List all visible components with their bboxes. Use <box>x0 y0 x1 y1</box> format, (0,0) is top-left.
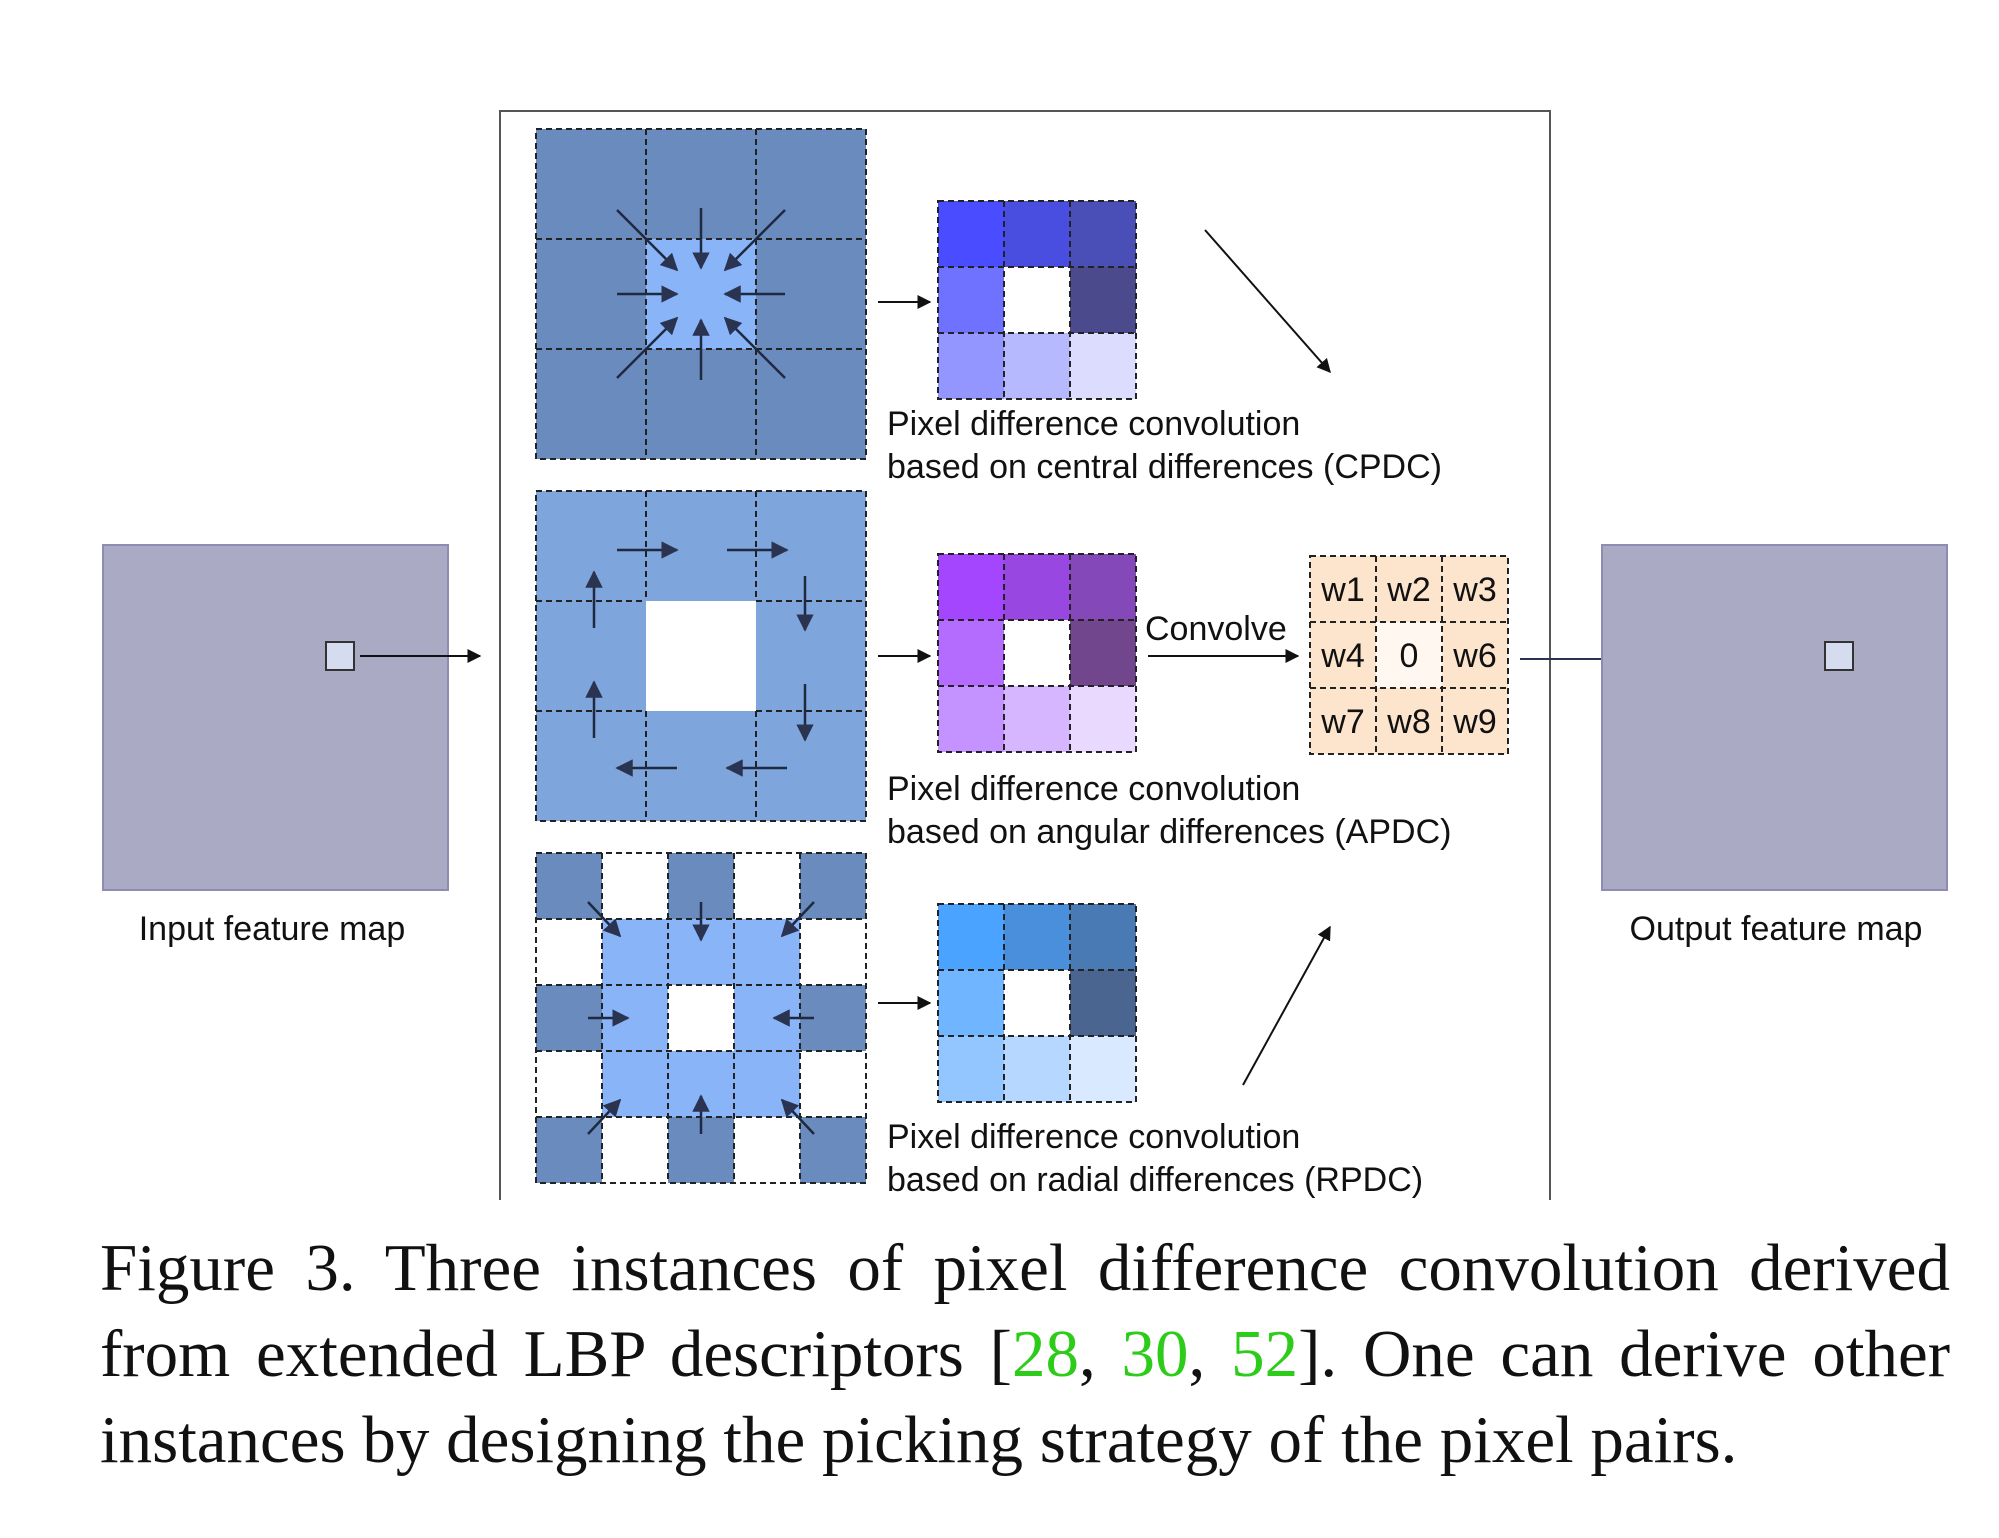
caption-text-after: ]. One can derive other instances by des… <box>100 1317 1951 1477</box>
cpdc-block: Pixel difference convolution based on ce… <box>535 128 1442 486</box>
rpdc-kernel-cell <box>1070 1036 1136 1102</box>
cpdc-label-line1: Pixel difference convolution <box>887 405 1300 443</box>
cpdc-kernel-cell <box>1070 333 1136 399</box>
weight-cell <box>1376 622 1442 688</box>
apdc-kernel-cell <box>1004 554 1070 620</box>
rpdc-kernel <box>937 903 1137 1103</box>
weight-label: w7 <box>1320 703 1364 741</box>
apdc-kernel <box>937 553 1137 753</box>
apdc-kernel-cell <box>1070 686 1136 752</box>
cpdc-to-weights-arrow <box>1204 229 1331 374</box>
rpdc-outer-cells <box>536 853 866 1183</box>
cpdc-kernel-cell <box>1004 267 1070 333</box>
pdc-box <box>499 110 1551 1200</box>
input-map-square <box>102 544 449 891</box>
figure-caption: Figure 3. Three instances of pixel diffe… <box>100 1225 1950 1483</box>
apdc-label-line2: based on angular differences (APDC) <box>887 813 1451 851</box>
output-label: Output feature map <box>1630 910 1923 948</box>
cpdc-kernel-cell <box>938 201 1004 267</box>
weight-cell <box>1310 556 1376 622</box>
rpdc-center-cell <box>668 985 734 1051</box>
apdc-kernel-cell <box>1004 620 1070 686</box>
pdc-diagram: Input feature map <box>102 110 1948 1200</box>
rpdc-kernel-cell <box>1004 904 1070 970</box>
convolve-label: Convolve <box>1145 610 1287 648</box>
caption-text-before: Figure 3. Three instances of pixel diffe… <box>100 1231 1950 1391</box>
rpdc-block: Pixel difference convolution based on ra… <box>535 852 1423 1199</box>
cpdc-kernel-cell <box>938 267 1004 333</box>
apdc-kernel-cell <box>1070 554 1136 620</box>
input-feature-map: Input feature map <box>102 544 482 948</box>
apdc-kernel-cell <box>938 686 1004 752</box>
cpdc-kernel-cell <box>1004 201 1070 267</box>
weight-cell <box>1442 688 1508 754</box>
weight-cell <box>1310 688 1376 754</box>
cpdc-kernel-cell <box>1070 201 1136 267</box>
caption-sep-1: , <box>1078 1317 1122 1391</box>
weight-label: 0 <box>1400 637 1419 675</box>
rpdc-kernel-cell <box>1004 970 1070 1036</box>
output-feature-map: Output feature map <box>1601 544 1948 948</box>
rpdc-kernel-cell <box>1070 904 1136 970</box>
citation-link-28[interactable]: 28 <box>1011 1317 1079 1391</box>
rpdc-kernel-cell <box>938 1036 1004 1102</box>
cpdc-kernel-cell <box>938 333 1004 399</box>
cpdc-kernel-cell <box>1004 333 1070 399</box>
output-pixel-marker <box>1824 641 1854 671</box>
weight-label: w4 <box>1320 637 1364 675</box>
citation-link-52[interactable]: 52 <box>1231 1317 1299 1391</box>
weight-label: w3 <box>1452 571 1496 609</box>
rpdc-pattern-grid <box>535 852 867 1184</box>
apdc-kernel-cell <box>938 620 1004 686</box>
apdc-pattern-grid <box>535 490 867 822</box>
weight-cell <box>1376 556 1442 622</box>
rpdc-kernel-cell <box>938 904 1004 970</box>
caption-sep-2: , <box>1188 1317 1232 1391</box>
weight-cell <box>1310 622 1376 688</box>
weight-cell <box>1442 556 1508 622</box>
weight-cell <box>1442 622 1508 688</box>
weight-label: w6 <box>1452 637 1496 675</box>
weight-matrix: w1 w2 w3 w4 0 w6 w7 w8 w9 <box>1309 555 1509 755</box>
apdc-label-line1: Pixel difference convolution <box>887 770 1300 808</box>
input-label: Input feature map <box>139 910 406 948</box>
apdc-center-cell <box>646 601 756 711</box>
apdc-kernel-cell <box>1004 686 1070 752</box>
rpdc-kernel-cell <box>1070 970 1136 1036</box>
cpdc-kernel-cell <box>1070 267 1136 333</box>
citation-link-30[interactable]: 30 <box>1121 1317 1189 1391</box>
cpdc-kernel <box>937 200 1137 400</box>
rpdc-to-weights-arrow <box>1242 925 1331 1086</box>
weight-label: w9 <box>1452 703 1496 741</box>
weight-label: w8 <box>1386 703 1430 741</box>
cpdc-pattern-grid <box>535 128 867 460</box>
rpdc-label-line2: based on radial differences (RPDC) <box>887 1161 1423 1199</box>
weight-label: w1 <box>1320 571 1364 609</box>
rpdc-kernel-cell <box>938 970 1004 1036</box>
cpdc-label-line2: based on central differences (CPDC) <box>887 448 1442 486</box>
output-map-square <box>1601 544 1948 891</box>
rpdc-label-line1: Pixel difference convolution <box>887 1118 1300 1156</box>
apdc-kernel-cell <box>938 554 1004 620</box>
weight-cell <box>1376 688 1442 754</box>
apdc-block: Convolve Pixel difference convolution ba… <box>535 490 1451 851</box>
input-pixel-marker <box>325 641 355 671</box>
rpdc-kernel-cell <box>1004 1036 1070 1102</box>
apdc-kernel-cell <box>1070 620 1136 686</box>
weight-label: w2 <box>1386 571 1430 609</box>
